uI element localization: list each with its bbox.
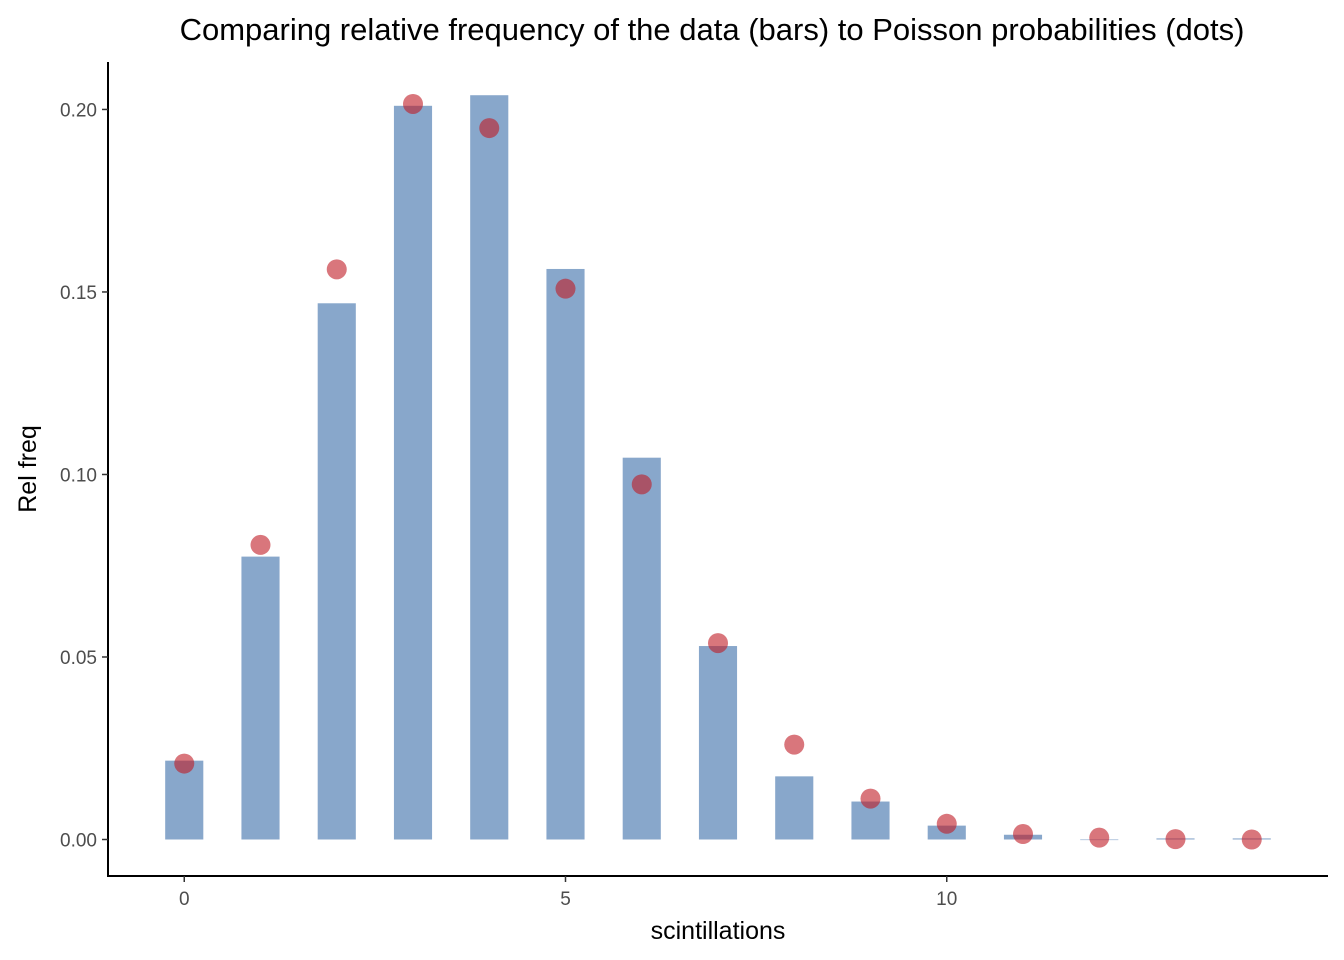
point <box>1013 824 1033 845</box>
bar <box>317 303 356 840</box>
bar <box>546 268 585 840</box>
y-tick-label: 0.15 <box>60 283 97 304</box>
bar <box>622 457 661 840</box>
x-tick-label: 10 <box>936 889 957 910</box>
bar-layer <box>165 95 1271 841</box>
point <box>174 753 195 774</box>
point <box>403 93 423 114</box>
point <box>326 259 347 280</box>
x-tick-label: 0 <box>179 889 190 910</box>
point <box>631 474 652 495</box>
y-tick-label: 0.05 <box>60 648 97 669</box>
y-tick-label: 0.00 <box>60 830 97 851</box>
point <box>555 278 576 299</box>
point <box>860 788 881 809</box>
point <box>1241 829 1262 850</box>
point-layer <box>174 93 1262 850</box>
bar <box>775 776 814 840</box>
x-tick-label: 5 <box>560 889 571 910</box>
bar <box>241 556 280 840</box>
bar <box>393 105 433 840</box>
point <box>479 118 500 139</box>
point <box>936 813 957 834</box>
point <box>1165 829 1186 850</box>
bar <box>165 760 204 840</box>
x-axis-label: scintillations <box>651 917 786 945</box>
point <box>250 534 271 555</box>
y-tick-label: 0.20 <box>60 100 97 121</box>
point <box>708 633 728 654</box>
bar <box>470 95 509 840</box>
y-axis: 0.00 0.05 0.10 0.15 0.20 <box>60 62 109 876</box>
bar <box>698 646 738 840</box>
y-axis-label: Rel freq <box>14 425 42 513</box>
point <box>1089 827 1110 848</box>
y-tick-label: 0.10 <box>60 465 97 486</box>
x-axis: 0 5 10 <box>107 875 1328 910</box>
chart-title: Comparing relative frequency of the data… <box>180 12 1245 47</box>
point <box>784 734 805 755</box>
